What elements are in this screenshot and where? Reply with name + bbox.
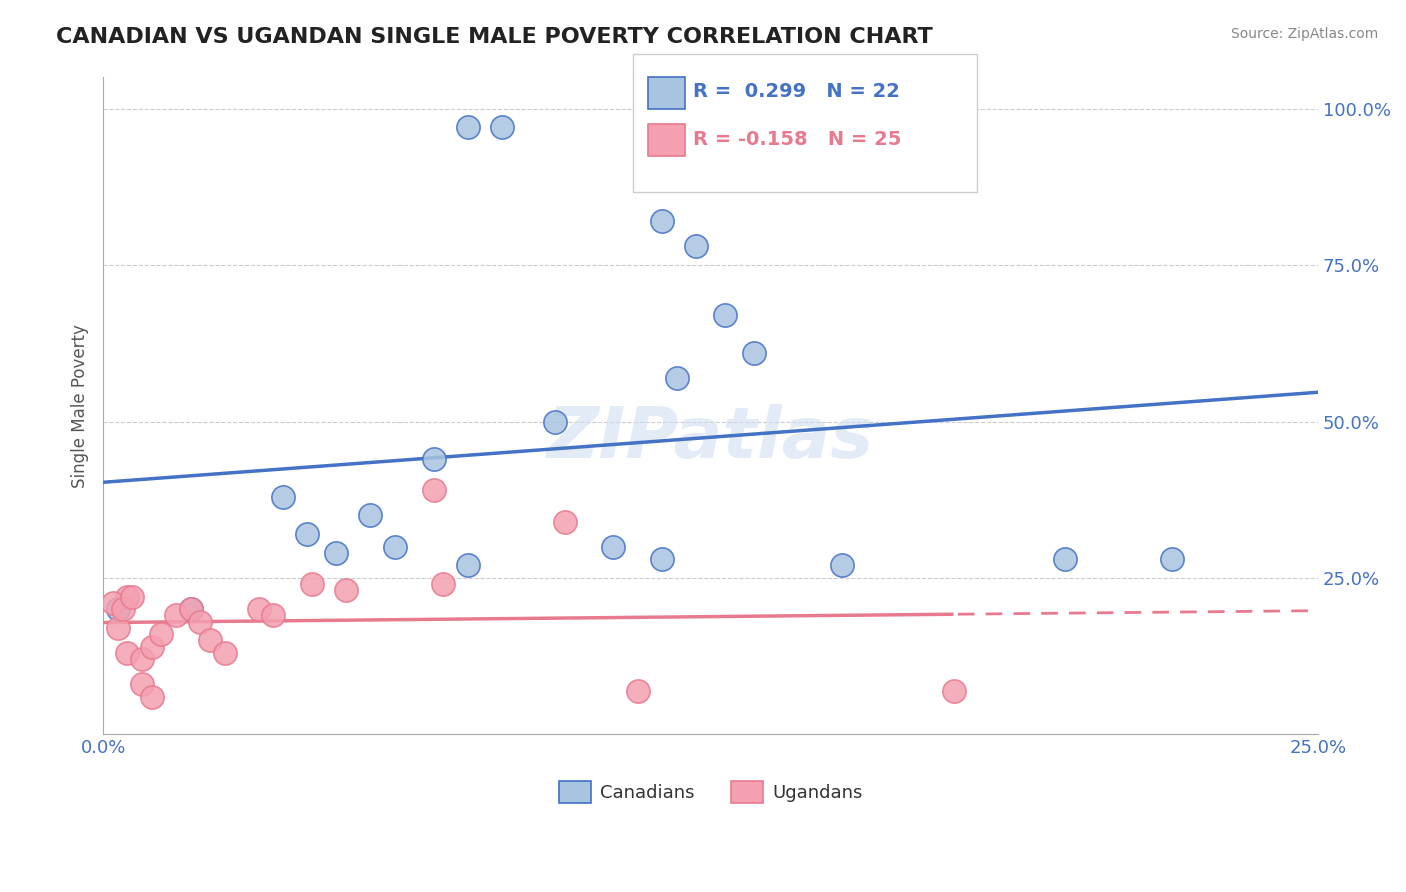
Point: [1054, 552, 1077, 566]
Point: [422, 483, 444, 498]
Point: [131, 652, 153, 666]
Point: [432, 577, 454, 591]
Point: [384, 540, 406, 554]
Point: [359, 508, 381, 523]
Point: [335, 583, 357, 598]
Point: [101, 596, 124, 610]
Point: [457, 558, 479, 573]
Point: [457, 120, 479, 135]
Point: [131, 677, 153, 691]
Point: [262, 608, 284, 623]
Point: [301, 577, 323, 591]
Point: [744, 345, 766, 359]
Text: R = -0.158   N = 25: R = -0.158 N = 25: [693, 129, 901, 149]
Point: [544, 415, 567, 429]
Text: ZIPatlas: ZIPatlas: [547, 404, 875, 474]
Point: [831, 558, 853, 573]
Point: [422, 452, 444, 467]
Point: [150, 627, 173, 641]
Point: [198, 633, 221, 648]
Point: [180, 602, 202, 616]
Point: [665, 370, 688, 384]
Point: [247, 602, 270, 616]
Point: [325, 546, 347, 560]
Point: [491, 120, 513, 135]
Point: [554, 515, 576, 529]
Point: [117, 590, 139, 604]
Point: [942, 683, 965, 698]
Text: R =  0.299   N = 22: R = 0.299 N = 22: [693, 82, 900, 102]
Point: [111, 602, 134, 616]
Point: [214, 646, 236, 660]
Point: [180, 602, 202, 616]
Point: [271, 490, 294, 504]
Point: [165, 608, 187, 623]
Text: CANADIAN VS UGANDAN SINGLE MALE POVERTY CORRELATION CHART: CANADIAN VS UGANDAN SINGLE MALE POVERTY …: [56, 27, 934, 46]
Point: [117, 646, 139, 660]
Point: [602, 540, 624, 554]
Point: [107, 621, 129, 635]
Point: [1161, 552, 1184, 566]
Point: [141, 690, 163, 704]
Point: [188, 615, 211, 629]
Point: [627, 683, 650, 698]
Point: [107, 602, 129, 616]
Point: [651, 214, 673, 228]
Point: [714, 308, 737, 322]
Point: [685, 239, 707, 253]
Point: [651, 552, 673, 566]
Y-axis label: Single Male Poverty: Single Male Poverty: [72, 324, 89, 488]
Point: [141, 640, 163, 654]
Point: [121, 590, 143, 604]
Point: [297, 527, 319, 541]
Text: Source: ZipAtlas.com: Source: ZipAtlas.com: [1230, 27, 1378, 41]
Legend: Canadians, Ugandans: Canadians, Ugandans: [551, 774, 870, 811]
